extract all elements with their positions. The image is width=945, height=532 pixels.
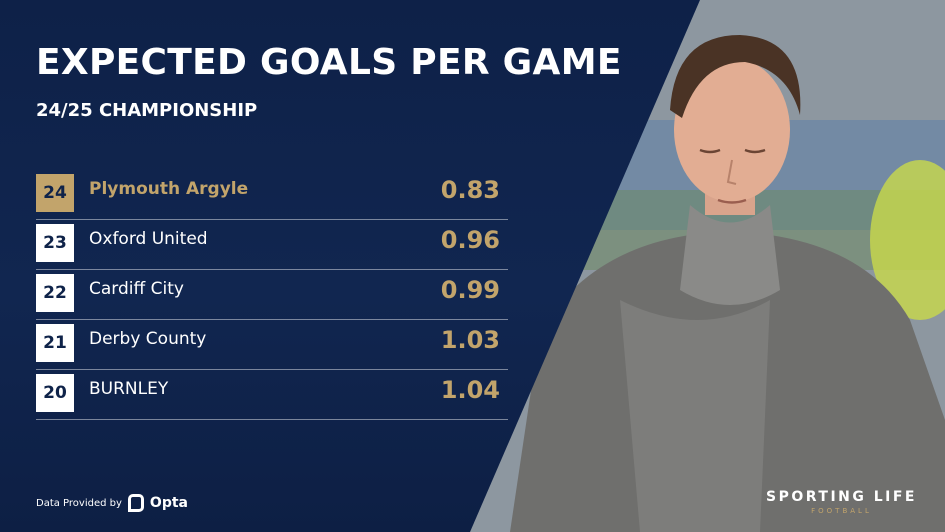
rank-badge: 20 (36, 374, 74, 412)
manager-photo (470, 0, 945, 532)
xg-value: 1.03 (440, 326, 500, 354)
team-name: Plymouth Argyle (89, 179, 249, 199)
rank-badge: 24 (36, 174, 74, 212)
team-name: Derby County (89, 329, 207, 349)
table-row: 24 Plymouth Argyle 0.83 (36, 170, 508, 220)
table-row: 21 Derby County 1.03 (36, 320, 508, 370)
brand-name: SPORTING LIFE (766, 489, 917, 505)
xg-table: 24 Plymouth Argyle 0.83 23 Oxford United… (36, 170, 508, 420)
chart-subtitle: 24/25 CHAMPIONSHIP (36, 100, 258, 121)
credit-text: Data Provided by (36, 497, 122, 509)
brand-logo: SPORTING LIFE FOOTBALL (766, 489, 917, 515)
team-name: BURNLEY (89, 379, 169, 399)
xg-value: 0.83 (440, 176, 500, 204)
xg-value: 0.99 (440, 276, 500, 304)
rank-badge: 22 (36, 274, 74, 312)
table-row: 20 BURNLEY 1.04 (36, 370, 508, 420)
opta-logo-icon (127, 494, 144, 512)
team-name: Oxford United (89, 229, 208, 249)
xg-value: 1.04 (440, 376, 500, 404)
xg-value: 0.96 (440, 226, 500, 254)
rank-badge: 23 (36, 224, 74, 262)
chart-title: EXPECTED GOALS PER GAME (36, 42, 622, 83)
team-name: Cardiff City (89, 279, 184, 299)
table-row: 22 Cardiff City 0.99 (36, 270, 508, 320)
credit-provider: Opta (149, 495, 188, 511)
rank-badge: 21 (36, 324, 74, 362)
data-credit: Data Provided by Opta (36, 494, 188, 512)
brand-sub: FOOTBALL (811, 507, 872, 515)
table-row: 23 Oxford United 0.96 (36, 220, 508, 270)
